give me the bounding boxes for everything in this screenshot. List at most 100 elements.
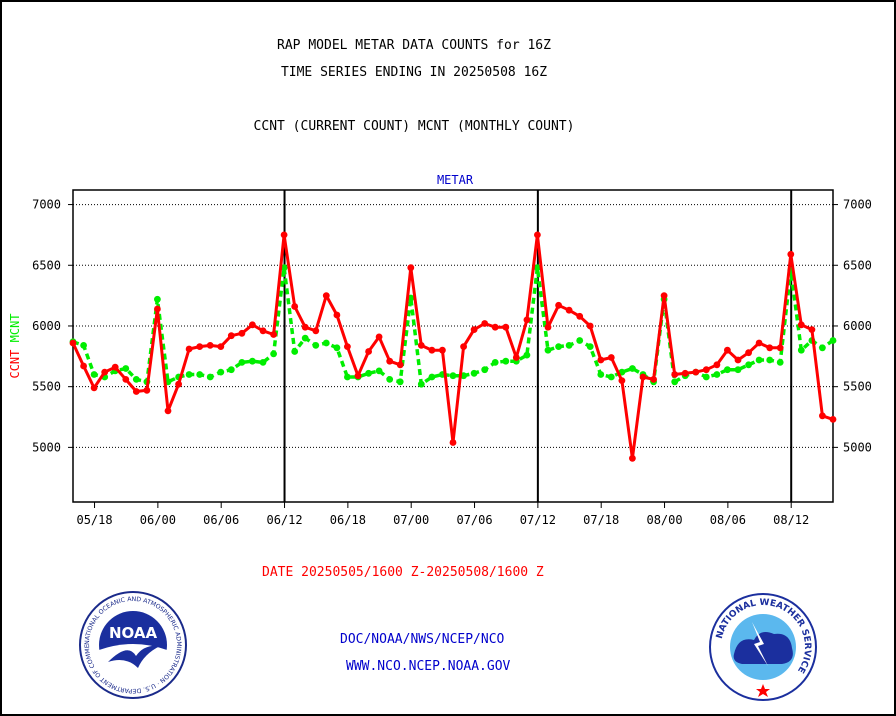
data-point-mcnt	[132, 376, 140, 383]
data-point-mcnt	[671, 378, 679, 386]
y-tick-label-right: 7000	[843, 198, 872, 212]
data-point-mcnt	[491, 359, 499, 366]
data-point-ccnt	[238, 329, 246, 337]
data-point-mcnt	[470, 369, 478, 377]
data-point-mcnt	[365, 369, 372, 377]
data-point-ccnt	[164, 407, 172, 415]
y-tick-label-left: 6000	[32, 319, 61, 333]
x-tick-label: 08/00	[646, 513, 682, 527]
data-point-ccnt	[660, 292, 668, 299]
data-point-mcnt	[745, 361, 752, 369]
data-point-ccnt	[428, 346, 436, 354]
data-point-ccnt	[417, 342, 425, 349]
data-point-ccnt	[280, 231, 288, 239]
data-point-mcnt	[502, 357, 510, 365]
nco-website-link[interactable]: WWW.NCO.NCEP.NOAA.GOV	[346, 659, 511, 674]
data-point-mcnt	[227, 366, 235, 374]
data-point-ccnt	[196, 343, 204, 350]
nco-path-link[interactable]: DOC/NOAA/NWS/NCEP/NCO	[340, 632, 505, 647]
data-point-ccnt	[396, 361, 404, 369]
data-point-mcnt	[755, 356, 763, 364]
data-point-ccnt	[143, 386, 151, 394]
data-point-mcnt	[122, 365, 130, 372]
data-point-mcnt	[280, 264, 288, 272]
data-point-ccnt	[101, 368, 109, 376]
data-point-mcnt	[206, 373, 214, 381]
y-tick-label-right: 6500	[843, 258, 872, 272]
data-point-ccnt	[491, 323, 499, 331]
data-point-mcnt	[797, 346, 805, 354]
data-point-mcnt	[322, 339, 330, 347]
data-point-ccnt	[291, 303, 299, 310]
data-point-mcnt	[565, 342, 573, 349]
plot-area-border	[72, 189, 834, 503]
data-point-ccnt	[259, 327, 267, 335]
data-point-ccnt	[301, 323, 309, 331]
data-point-mcnt	[766, 356, 774, 364]
data-point-ccnt	[470, 326, 478, 333]
data-point-ccnt	[629, 454, 636, 462]
data-point-ccnt	[481, 320, 489, 327]
y-tick-label-right: 6000	[843, 319, 872, 333]
x-tick-label: 06/00	[140, 513, 176, 527]
data-point-ccnt	[344, 343, 351, 350]
y-tick-label-left: 6500	[32, 258, 61, 272]
data-point-ccnt	[460, 343, 467, 350]
data-point-ccnt	[724, 346, 731, 354]
date-range: DATE 20250505/1600 Z-20250508/1600 Z	[262, 565, 544, 580]
data-point-ccnt	[555, 301, 562, 309]
data-point-ccnt	[375, 333, 383, 341]
data-point-mcnt	[776, 359, 784, 366]
noaa-logo: NATIONAL OCEANIC AND ATMOSPHERIC ADMINIS…	[78, 590, 187, 699]
data-point-mcnt	[534, 264, 541, 272]
data-point-ccnt	[787, 250, 795, 258]
data-point-ccnt	[249, 321, 256, 329]
x-tick-label: 08/12	[773, 513, 809, 527]
data-point-mcnt	[386, 376, 394, 383]
data-point-ccnt	[681, 369, 689, 377]
x-tick-label: 07/06	[456, 513, 492, 527]
data-point-ccnt	[618, 377, 626, 384]
data-point-ccnt	[797, 321, 805, 329]
data-point-mcnt	[154, 295, 161, 303]
y-axis-label-mcnt: MCNT	[8, 313, 22, 349]
data-point-mcnt	[713, 371, 721, 378]
y-axis-label-ccnt: CCNT	[8, 350, 22, 379]
y-tick-label-right: 5000	[843, 440, 872, 454]
data-point-ccnt	[322, 292, 330, 299]
data-point-mcnt	[90, 371, 98, 378]
data-point-ccnt	[80, 362, 87, 370]
data-point-mcnt	[259, 359, 267, 366]
data-point-ccnt	[734, 356, 742, 364]
data-point-ccnt	[90, 384, 98, 392]
data-point-mcnt	[344, 373, 351, 381]
data-point-mcnt	[576, 337, 584, 344]
x-tick-label: 05/18	[76, 513, 112, 527]
data-point-mcnt	[312, 342, 320, 349]
chart-title: METAR	[437, 173, 474, 187]
data-point-ccnt	[502, 323, 510, 331]
data-point-ccnt	[639, 373, 647, 381]
data-point-mcnt	[734, 366, 742, 374]
x-tick-label: 06/06	[203, 513, 239, 527]
data-point-ccnt	[175, 380, 183, 388]
data-point-ccnt	[565, 306, 573, 314]
x-tick-label: 07/18	[583, 513, 619, 527]
data-point-ccnt	[544, 323, 552, 331]
data-point-ccnt	[312, 327, 320, 335]
data-point-mcnt	[702, 373, 710, 381]
data-point-ccnt	[449, 439, 457, 446]
data-point-mcnt	[291, 348, 299, 355]
data-point-ccnt	[132, 388, 140, 395]
subtitle: CCNT (CURRENT COUNT) MCNT (MONTHLY COUNT…	[253, 119, 575, 134]
data-point-mcnt	[449, 372, 457, 380]
y-tick-label-left: 7000	[32, 198, 61, 212]
data-point-ccnt	[829, 416, 837, 423]
data-point-mcnt	[544, 346, 552, 354]
data-point-mcnt	[555, 343, 562, 350]
x-tick-label: 07/12	[520, 513, 556, 527]
data-point-mcnt	[217, 368, 225, 376]
y-axis-label: CCNT MCNT	[8, 313, 22, 378]
noaa-logo-text: NOAA	[109, 624, 158, 642]
